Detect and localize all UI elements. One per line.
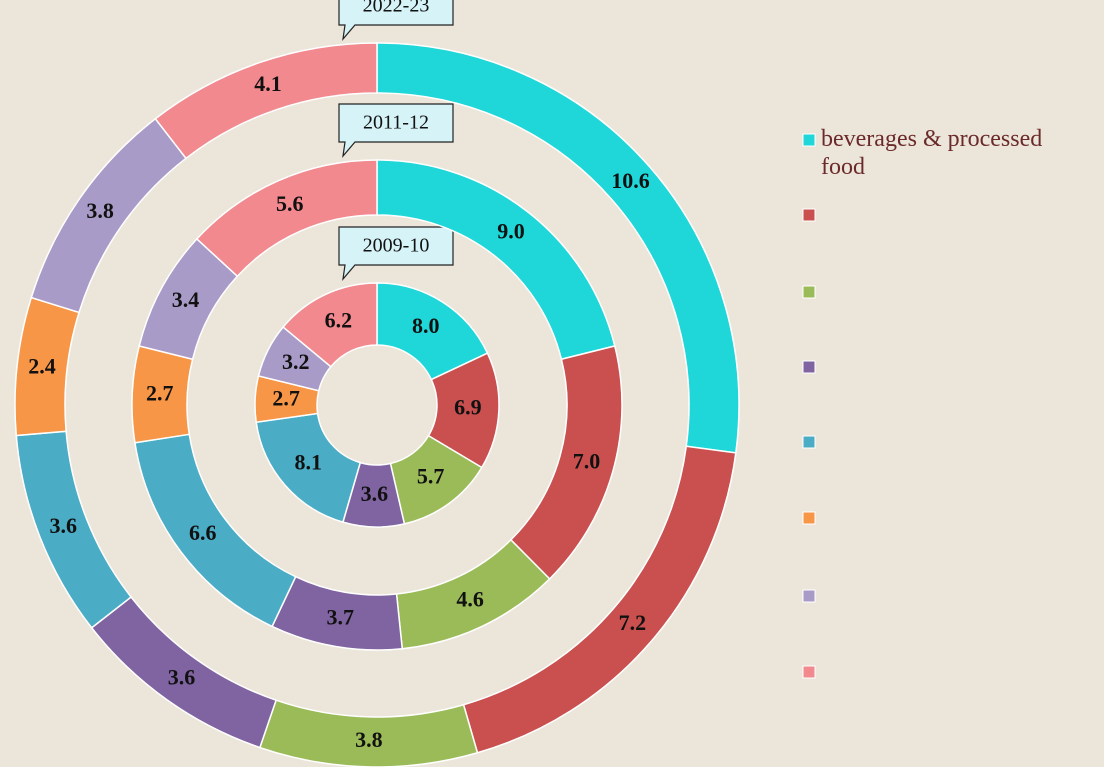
legend-swatch: [802, 511, 816, 525]
data-label: 3.7: [327, 604, 355, 629]
series-label: 2009-10: [363, 235, 430, 257]
data-label: 3.6: [168, 665, 196, 690]
data-label: 3.8: [355, 727, 383, 752]
data-label: 9.0: [497, 219, 525, 244]
legend-swatch: [802, 208, 816, 222]
data-label: 7.2: [619, 610, 647, 635]
legend-swatch: [802, 285, 816, 299]
data-label: 8.0: [412, 313, 440, 338]
data-label: 6.2: [325, 308, 353, 333]
series-callout: [338, 103, 454, 158]
legend-swatch: [802, 665, 816, 679]
ring-segment: [195, 159, 378, 278]
data-label: 7.0: [573, 449, 601, 474]
legend-swatch: [802, 589, 816, 603]
data-label: 10.6: [611, 168, 650, 193]
data-label: 5.7: [417, 464, 445, 489]
series-label: 2011-12: [363, 112, 429, 134]
legend-swatch: [802, 133, 816, 147]
data-label: 3.4: [172, 287, 200, 312]
ring-segment: [154, 42, 378, 160]
data-label: 4.1: [254, 71, 282, 96]
series-callout: [338, 0, 454, 41]
data-label: 3.6: [361, 481, 389, 506]
data-label: 4.6: [456, 587, 484, 612]
data-label: 8.1: [295, 450, 323, 475]
series-label: 2022-23: [363, 0, 430, 17]
data-label: 3.2: [282, 349, 310, 374]
legend-swatch: [802, 435, 816, 449]
legend-label: beverages & processed food: [821, 126, 1042, 180]
data-label: 2.7: [272, 386, 300, 411]
data-label: 3.6: [49, 513, 77, 538]
data-label: 2.7: [146, 380, 174, 405]
ring-segment: [282, 282, 378, 368]
data-label: 2.4: [28, 354, 56, 379]
data-label: 6.9: [454, 395, 482, 420]
series-callout: [338, 226, 454, 281]
legend-swatch: [802, 360, 816, 374]
ring-segment: [255, 412, 362, 524]
data-label: 3.8: [86, 198, 114, 223]
data-label: 6.6: [189, 520, 217, 545]
data-label: 5.6: [276, 191, 304, 216]
ring-segment: [376, 282, 489, 381]
